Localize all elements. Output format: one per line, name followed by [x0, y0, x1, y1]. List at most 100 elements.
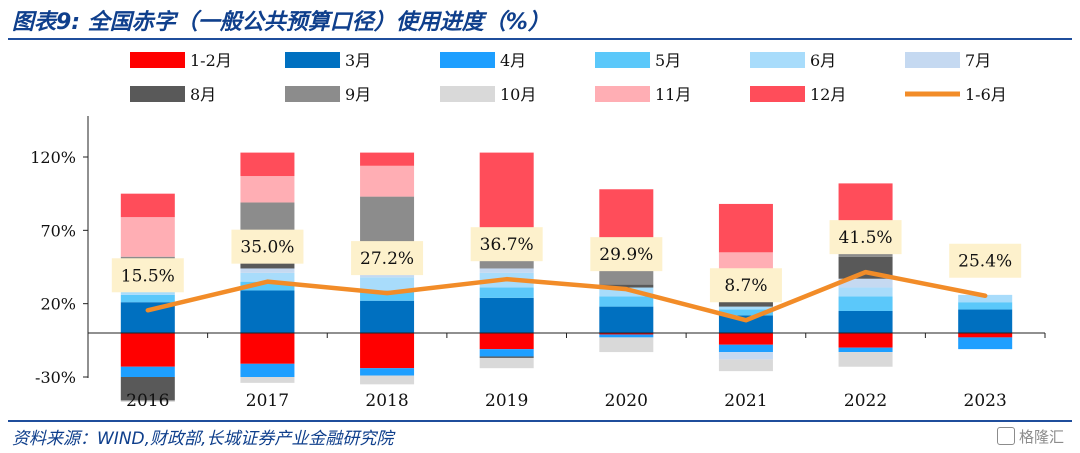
watermark-logo-icon	[996, 427, 1015, 445]
title-text: 全国赤字（一般公共预算口径）使用进度（%）	[87, 10, 550, 35]
bar-segment	[718, 299, 773, 307]
data-label-text: 27.2%	[360, 249, 414, 269]
legend-item: 12月	[750, 85, 846, 104]
bar-segment	[479, 268, 534, 273]
data-label-text: 36.7%	[480, 235, 534, 255]
bar-segment	[360, 368, 415, 376]
bar-segment	[360, 333, 415, 369]
x-tick-label: 2016	[126, 391, 169, 411]
progress-line: 15.5% 35.0% 27.2% 36.7% 29.9% 8.7% 41.5% 25.4%	[111, 220, 1022, 323]
legend-item: 6月	[750, 51, 836, 70]
legend-item: 1-6月	[905, 85, 1007, 104]
bar-segment	[120, 377, 175, 401]
legend-swatch	[905, 52, 960, 68]
title-divider	[8, 38, 1072, 40]
bar-segment	[120, 400, 175, 402]
bar-segment	[838, 287, 893, 297]
legend-swatch	[130, 86, 185, 102]
bar-segment	[120, 294, 175, 303]
data-label: 15.5%	[111, 258, 184, 293]
legend-swatch	[750, 86, 805, 102]
legend: 1-2月 3月 4月 5月 6月 7月 8月 9月 10月 11月 12月 1-6月	[130, 51, 1007, 104]
data-label-text: 25.4%	[958, 252, 1012, 272]
x-axis: 2016 2017 2018 2019 2020 2021 2022 2023	[87, 332, 1046, 411]
data-label: 41.5%	[829, 220, 902, 255]
legend-label: 6月	[810, 51, 836, 70]
bar-segment	[718, 344, 773, 353]
x-tick-label: 2018	[365, 391, 408, 411]
y-axis: -30% 20% 70% 120%	[30, 116, 89, 387]
data-label: 27.2%	[351, 241, 424, 276]
title-prefix: 图表9:	[12, 10, 81, 35]
legend-swatch	[130, 52, 185, 68]
bar-segment	[838, 347, 893, 353]
data-label-text: 35.0%	[240, 238, 294, 258]
bar-segment	[240, 152, 295, 177]
bar-segment	[240, 363, 295, 377]
bar-segment	[718, 315, 773, 333]
x-tick-label: 2023	[964, 391, 1007, 411]
legend-swatch	[440, 52, 495, 68]
data-label-box	[590, 237, 663, 272]
legend-label: 3月	[345, 51, 371, 70]
bar-segment	[718, 352, 773, 360]
data-label-text: 15.5%	[121, 266, 175, 286]
bar-segment	[360, 375, 415, 385]
data-label-box	[949, 243, 1022, 278]
bar-segment	[838, 311, 893, 333]
bar-segment	[599, 267, 654, 285]
bar-segment	[599, 287, 654, 297]
bar-segment	[958, 309, 1013, 333]
legend-item: 3月	[285, 51, 371, 70]
bar-segment	[479, 287, 534, 298]
bar-segment	[958, 333, 1013, 338]
data-label-text: 8.7%	[724, 276, 767, 296]
bar-segment	[240, 377, 295, 383]
legend-item: 9月	[285, 85, 371, 104]
legend-swatch	[285, 52, 340, 68]
data-label: 35.0%	[231, 229, 304, 264]
legend-label: 4月	[500, 51, 526, 70]
bar-segment	[120, 193, 175, 218]
chart-title: 图表9: 全国赤字（一般公共预算口径）使用进度（%）	[12, 4, 550, 36]
bar-segment	[479, 357, 534, 369]
bars	[120, 152, 1013, 402]
legend-label: 12月	[810, 85, 846, 104]
y-tick-label: 20%	[40, 295, 76, 314]
legend-label: 8月	[190, 85, 216, 104]
legend-item: 8月	[130, 85, 216, 104]
bar-segment	[479, 333, 534, 350]
bar-segment	[479, 297, 534, 333]
x-tick-label: 2021	[724, 391, 767, 411]
data-label: 25.4%	[949, 243, 1022, 278]
bar-segment	[120, 366, 175, 377]
data-label-box	[111, 258, 184, 293]
legend-item: 10月	[440, 85, 536, 104]
x-tick-label: 2017	[246, 391, 289, 411]
legend-label: 10月	[500, 85, 536, 104]
bar-segment	[718, 333, 773, 345]
source-divider	[8, 420, 1072, 422]
bar-segment	[240, 333, 295, 364]
legend-item: 5月	[595, 51, 681, 70]
series-line	[145, 269, 988, 323]
source-note: 资料来源：WIND,财政部,长城证券产业金融研究院	[12, 429, 394, 449]
data-label: 8.7%	[709, 268, 782, 303]
legend-label: 1-6月	[965, 85, 1007, 104]
bar-segment	[240, 290, 295, 333]
bar-segment	[599, 337, 654, 353]
x-tick-label: 2022	[844, 391, 887, 411]
bar-segment	[838, 296, 893, 311]
data-label-box	[829, 220, 902, 255]
bar-segment	[838, 352, 893, 367]
bar-segment	[120, 217, 175, 257]
bar-segment	[120, 290, 175, 295]
bar-segment	[599, 296, 654, 307]
x-tick-label: 2019	[485, 391, 528, 411]
bar-segment	[240, 272, 295, 282]
legend-swatch	[595, 52, 650, 68]
bar-segment	[360, 274, 415, 278]
y-tick-label: -30%	[35, 368, 76, 387]
bar-segment	[360, 277, 415, 291]
bar-segment	[360, 290, 415, 301]
